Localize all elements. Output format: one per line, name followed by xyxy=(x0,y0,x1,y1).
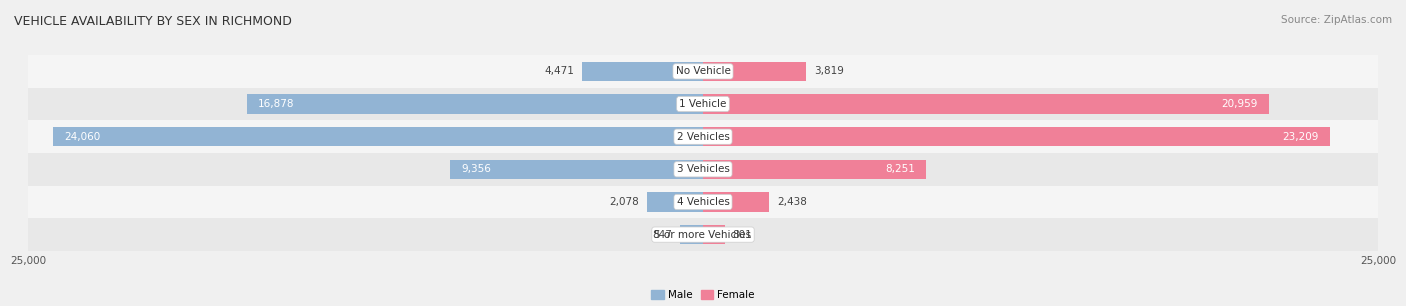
Text: 9,356: 9,356 xyxy=(461,164,491,174)
Bar xyxy=(53,127,703,147)
Text: 847: 847 xyxy=(652,230,672,240)
Bar xyxy=(28,218,1378,251)
Text: 801: 801 xyxy=(733,230,752,240)
Bar xyxy=(247,94,703,114)
Bar xyxy=(582,62,703,81)
Text: 4,471: 4,471 xyxy=(544,66,574,76)
Text: Source: ZipAtlas.com: Source: ZipAtlas.com xyxy=(1281,15,1392,25)
Bar xyxy=(703,192,769,212)
Bar xyxy=(703,159,925,179)
Text: 2,078: 2,078 xyxy=(609,197,638,207)
Text: VEHICLE AVAILABILITY BY SEX IN RICHMOND: VEHICLE AVAILABILITY BY SEX IN RICHMOND xyxy=(14,15,292,28)
Bar xyxy=(703,127,1330,147)
Bar xyxy=(703,62,806,81)
Text: 24,060: 24,060 xyxy=(65,132,101,142)
Bar xyxy=(28,153,1378,186)
Legend: Male, Female: Male, Female xyxy=(647,286,759,304)
Bar xyxy=(703,94,1268,114)
Text: 8,251: 8,251 xyxy=(884,164,915,174)
Text: 23,209: 23,209 xyxy=(1282,132,1319,142)
Bar xyxy=(28,186,1378,218)
Text: No Vehicle: No Vehicle xyxy=(675,66,731,76)
Text: 16,878: 16,878 xyxy=(259,99,295,109)
Bar xyxy=(681,225,703,244)
Bar xyxy=(703,225,724,244)
Text: 2,438: 2,438 xyxy=(778,197,807,207)
Text: 2 Vehicles: 2 Vehicles xyxy=(676,132,730,142)
Text: 3,819: 3,819 xyxy=(814,66,844,76)
Text: 20,959: 20,959 xyxy=(1222,99,1258,109)
Text: 5 or more Vehicles: 5 or more Vehicles xyxy=(654,230,752,240)
Bar xyxy=(28,55,1378,88)
Text: 4 Vehicles: 4 Vehicles xyxy=(676,197,730,207)
Bar xyxy=(450,159,703,179)
Text: 3 Vehicles: 3 Vehicles xyxy=(676,164,730,174)
Bar xyxy=(647,192,703,212)
Text: 1 Vehicle: 1 Vehicle xyxy=(679,99,727,109)
Bar xyxy=(28,88,1378,120)
Bar xyxy=(28,120,1378,153)
